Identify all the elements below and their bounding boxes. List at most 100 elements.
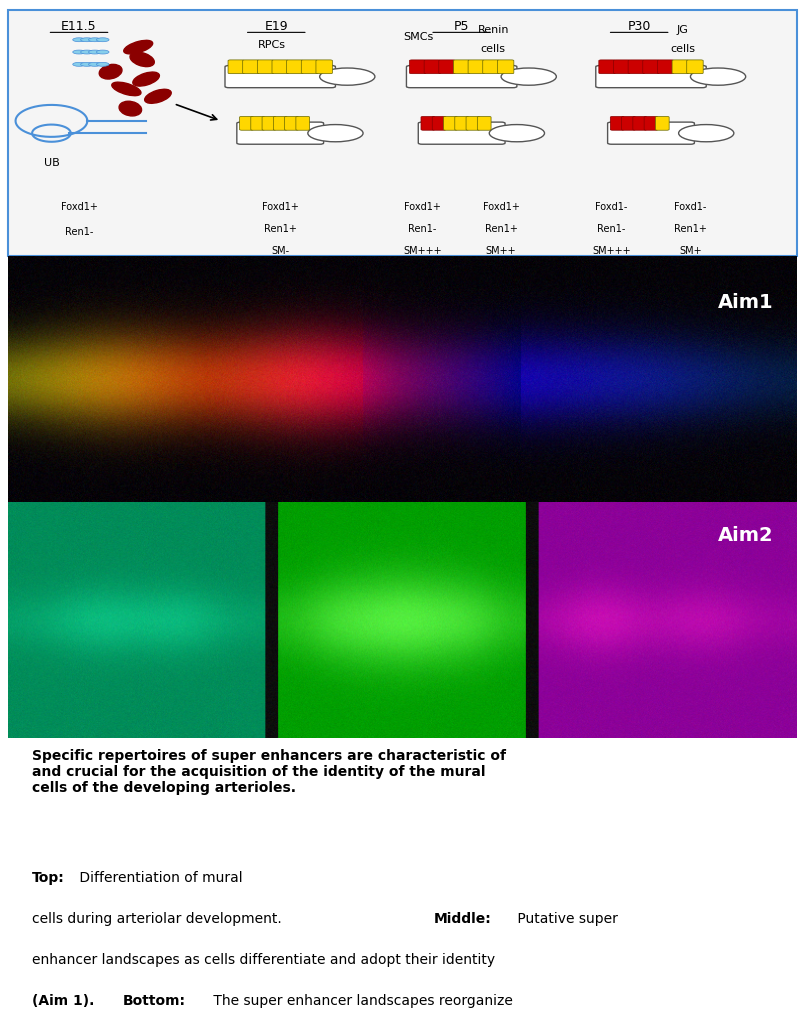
Text: cells: cells: [670, 44, 695, 54]
Ellipse shape: [145, 89, 171, 103]
FancyBboxPatch shape: [633, 117, 646, 130]
FancyBboxPatch shape: [613, 60, 630, 74]
FancyBboxPatch shape: [610, 117, 624, 130]
Circle shape: [80, 38, 93, 42]
Text: Foxd1+: Foxd1+: [60, 202, 97, 212]
Text: Foxd1+: Foxd1+: [483, 202, 519, 212]
Text: (Aim 1).: (Aim 1).: [31, 994, 94, 1008]
Text: The super enhancer landscapes reorganize: The super enhancer landscapes reorganize: [209, 994, 513, 1008]
Circle shape: [97, 50, 109, 54]
Text: E11.5: E11.5: [61, 20, 97, 33]
Circle shape: [89, 50, 101, 54]
Circle shape: [72, 62, 85, 67]
Text: Foxd1+: Foxd1+: [262, 202, 299, 212]
Text: Foxd1-: Foxd1-: [596, 202, 628, 212]
FancyBboxPatch shape: [621, 117, 635, 130]
Text: Aim1: Aim1: [718, 293, 774, 312]
Text: Renin: Renin: [477, 25, 509, 35]
FancyBboxPatch shape: [658, 60, 674, 74]
Text: Ren1-: Ren1-: [408, 224, 436, 234]
Text: cells during arteriolar development.: cells during arteriolar development.: [31, 912, 282, 926]
Text: Specific repertoires of super enhancers are characteristic of
and crucial for th: Specific repertoires of super enhancers …: [31, 749, 506, 796]
Circle shape: [489, 125, 544, 141]
FancyBboxPatch shape: [237, 122, 324, 144]
Ellipse shape: [133, 72, 159, 86]
Text: Aim2: Aim2: [718, 525, 774, 545]
Text: SM+++: SM+++: [403, 246, 441, 256]
FancyBboxPatch shape: [242, 60, 259, 74]
Text: Ren1-: Ren1-: [65, 226, 93, 237]
Circle shape: [679, 125, 734, 141]
FancyBboxPatch shape: [421, 117, 435, 130]
FancyBboxPatch shape: [439, 60, 456, 74]
Text: SM+++: SM+++: [592, 246, 631, 256]
FancyBboxPatch shape: [628, 60, 645, 74]
Circle shape: [691, 68, 745, 85]
Circle shape: [320, 68, 375, 85]
Text: enhancer landscapes as cells differentiate and adopt their identity: enhancer landscapes as cells differentia…: [31, 953, 495, 967]
FancyBboxPatch shape: [225, 66, 336, 88]
Text: cells: cells: [481, 44, 506, 54]
FancyBboxPatch shape: [608, 122, 695, 144]
FancyBboxPatch shape: [644, 117, 658, 130]
Text: P30: P30: [627, 20, 651, 33]
FancyBboxPatch shape: [453, 60, 470, 74]
Text: SM-: SM-: [271, 246, 289, 256]
Ellipse shape: [119, 101, 142, 116]
FancyBboxPatch shape: [296, 117, 310, 130]
Text: Middle:: Middle:: [434, 912, 492, 926]
FancyBboxPatch shape: [410, 60, 426, 74]
FancyBboxPatch shape: [444, 117, 457, 130]
FancyBboxPatch shape: [287, 60, 303, 74]
Text: RPCs: RPCs: [258, 40, 287, 49]
Text: Ren1+: Ren1+: [485, 224, 518, 234]
Ellipse shape: [124, 40, 153, 54]
FancyBboxPatch shape: [642, 60, 659, 74]
Text: E19: E19: [265, 20, 288, 33]
FancyBboxPatch shape: [228, 60, 245, 74]
FancyBboxPatch shape: [258, 60, 274, 74]
Text: Top:: Top:: [31, 871, 64, 886]
Circle shape: [80, 50, 93, 54]
Circle shape: [97, 38, 109, 42]
FancyBboxPatch shape: [272, 60, 288, 74]
FancyBboxPatch shape: [599, 60, 615, 74]
FancyBboxPatch shape: [655, 117, 669, 130]
FancyBboxPatch shape: [285, 117, 299, 130]
FancyBboxPatch shape: [455, 117, 469, 130]
FancyBboxPatch shape: [419, 122, 505, 144]
Circle shape: [89, 38, 101, 42]
Circle shape: [308, 125, 363, 141]
Text: SM++: SM++: [485, 246, 517, 256]
Text: Ren1+: Ren1+: [674, 224, 707, 234]
Circle shape: [97, 62, 109, 67]
Text: Ren1-: Ren1-: [597, 224, 625, 234]
FancyBboxPatch shape: [424, 60, 440, 74]
FancyBboxPatch shape: [468, 60, 485, 74]
Circle shape: [80, 62, 93, 67]
Text: SM+: SM+: [679, 246, 702, 256]
Text: P5: P5: [454, 20, 469, 33]
FancyBboxPatch shape: [432, 117, 446, 130]
FancyBboxPatch shape: [687, 60, 704, 74]
Ellipse shape: [112, 82, 141, 95]
FancyBboxPatch shape: [483, 60, 499, 74]
Text: Foxd1+: Foxd1+: [404, 202, 440, 212]
FancyBboxPatch shape: [8, 10, 797, 256]
FancyBboxPatch shape: [240, 117, 254, 130]
FancyBboxPatch shape: [262, 117, 276, 130]
Text: Foxd1-: Foxd1-: [675, 202, 707, 212]
Ellipse shape: [99, 65, 122, 79]
Circle shape: [89, 62, 101, 67]
FancyBboxPatch shape: [466, 117, 480, 130]
FancyBboxPatch shape: [301, 60, 318, 74]
FancyBboxPatch shape: [251, 117, 265, 130]
Circle shape: [72, 50, 85, 54]
FancyBboxPatch shape: [596, 66, 706, 88]
Text: Ren1+: Ren1+: [264, 224, 297, 234]
Text: Putative super: Putative super: [513, 912, 617, 926]
FancyBboxPatch shape: [672, 60, 688, 74]
Text: Bottom:: Bottom:: [122, 994, 185, 1008]
Circle shape: [72, 38, 85, 42]
Circle shape: [501, 68, 556, 85]
